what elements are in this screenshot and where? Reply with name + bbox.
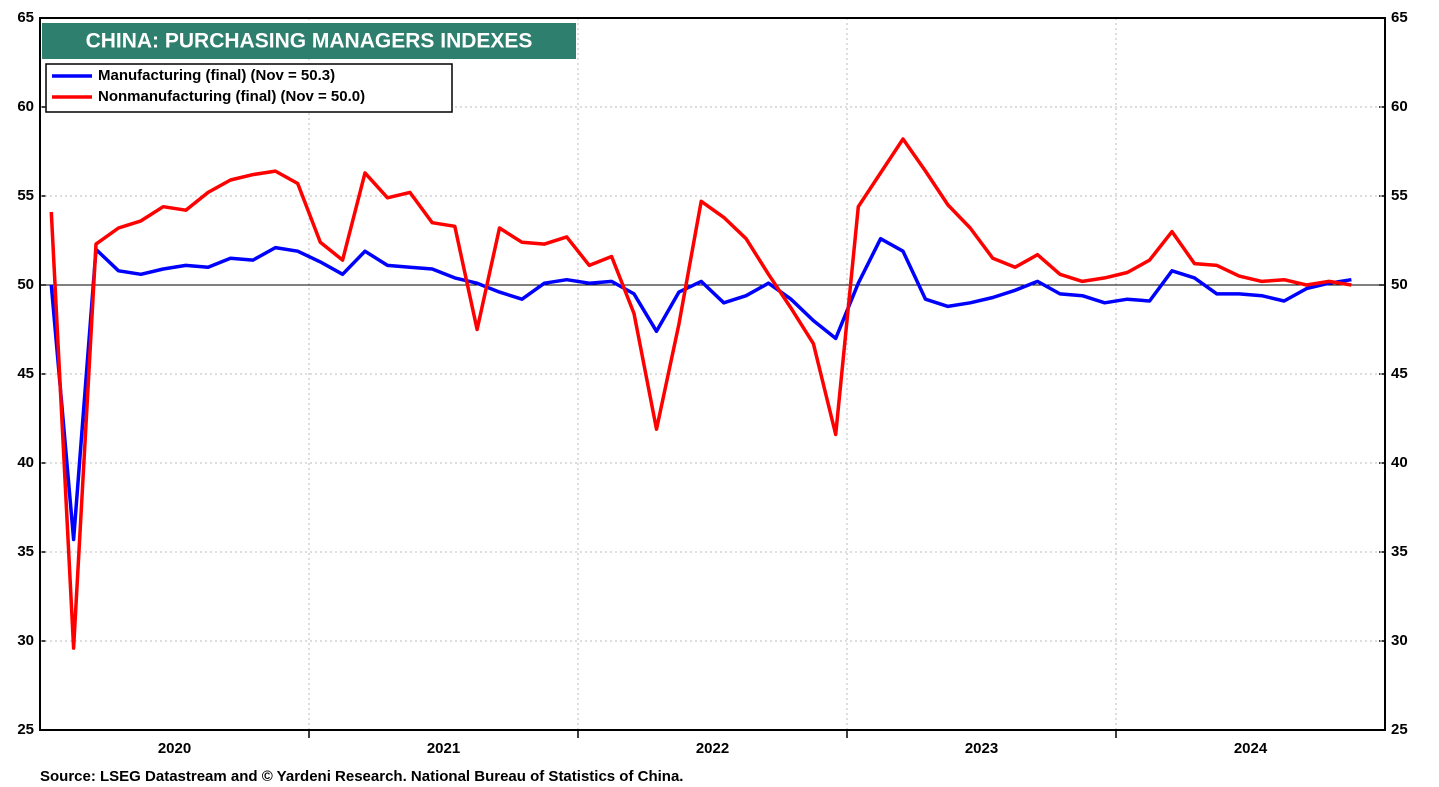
title-box [42, 23, 576, 59]
y2-tick-label: 60 [1391, 98, 1408, 115]
x-tick-label: 2022 [696, 740, 729, 757]
y2-tick-label: 65 [1391, 9, 1408, 26]
y2-tick-label: 30 [1391, 632, 1408, 649]
y-tick-label: 30 [17, 632, 34, 649]
y-tick-label: 40 [17, 454, 34, 471]
series-line [49, 137, 1352, 650]
y2-tick-label: 45 [1391, 365, 1408, 382]
y-tick-label: 50 [17, 276, 34, 293]
x-tick-label: 2020 [158, 740, 191, 757]
lines [49, 137, 1352, 650]
plot-frame [39, 17, 1386, 731]
y2-tick-label: 50 [1391, 276, 1408, 293]
y-tick-label: 55 [17, 187, 34, 204]
legend [45, 63, 453, 113]
series-line [49, 236, 1352, 542]
legend-label: Manufacturing (final) (Nov = 50.3) [98, 67, 335, 84]
y2-tick-label: 35 [1391, 543, 1408, 560]
y-tick-label: 65 [17, 9, 34, 26]
y2-tick-label: 40 [1391, 454, 1408, 471]
y-tick-label: 25 [17, 721, 34, 738]
x-tick-label: 2021 [427, 740, 460, 757]
y2-tick-label: 25 [1391, 721, 1408, 738]
y-tick-label: 60 [17, 98, 34, 115]
x-tick-label: 2024 [1234, 740, 1268, 757]
y-tick-label: 45 [17, 365, 34, 382]
chart-title: CHINA: PURCHASING MANAGERS INDEXES [86, 30, 533, 53]
legend-label: Nonmanufacturing (final) (Nov = 50.0) [98, 88, 365, 105]
y-tick-label: 35 [17, 543, 34, 560]
y2-tick-label: 55 [1391, 187, 1408, 204]
legend-entries: Manufacturing (final) (Nov = 50.3) Nonman… [52, 67, 365, 105]
x-tick-label: 2023 [965, 740, 998, 757]
source: Source: LSEG Datastream and © Yardeni Re… [40, 768, 683, 785]
